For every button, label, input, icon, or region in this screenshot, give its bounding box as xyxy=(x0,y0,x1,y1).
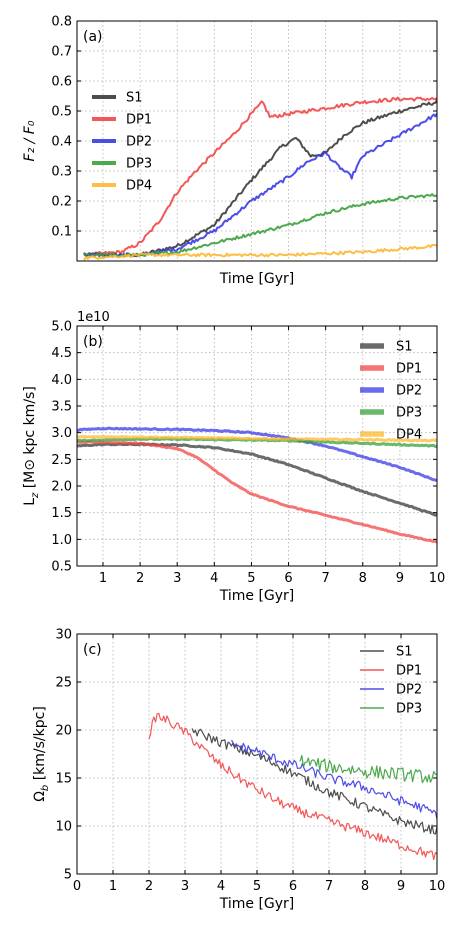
legend: S1 DP1 DP2 DP3 DP4 xyxy=(92,91,152,194)
y-tick-label: 20 xyxy=(55,724,72,739)
legend-label-dp2: DP2 xyxy=(396,384,422,399)
exponent-label: 1e10 xyxy=(77,310,110,325)
x-tick-label: 1 xyxy=(99,571,107,586)
y-tick-label: 1.0 xyxy=(51,533,72,548)
series-group xyxy=(83,96,437,261)
chart-panel-1: 0.5 1.0 1.5 2.0 2.5 3.0 3.5 4.0 4.5 5.0 1 2 3 4 5 6 7 8 9 1… xyxy=(22,310,445,604)
y-tick-label: 5 xyxy=(64,868,72,883)
series-line-dp3 xyxy=(299,754,437,784)
y-tick-label: 0.1 xyxy=(51,225,72,240)
series-line-s1 xyxy=(77,442,437,517)
legend-label-dp3: DP3 xyxy=(396,702,422,717)
legend: S1 DP1 DP2 DP3 xyxy=(360,645,422,717)
series-line-dp2 xyxy=(231,739,437,820)
x-tick-label: 7 xyxy=(322,571,330,586)
chart-panel-0: 0.1 0.2 0.3 0.4 0.5 0.6 0.7 0.8 Time [Gyr] F₂ / F… xyxy=(22,15,438,287)
x-axis-label: Time [Gyr] xyxy=(219,588,295,604)
y-axis-label: F₂ / F₀ xyxy=(22,120,38,161)
legend-label-dp4: DP4 xyxy=(126,179,152,194)
x-tick-label: 4 xyxy=(210,571,218,586)
x-tick-label: 2 xyxy=(145,879,153,894)
x-tick-label: 0 xyxy=(73,879,81,894)
y-tick-label: 5.0 xyxy=(51,320,72,335)
x-tick-label: 6 xyxy=(284,571,292,586)
y-tick-label: 2.5 xyxy=(51,453,72,468)
series-line-dp1 xyxy=(83,96,437,258)
y-tick-label: 0.7 xyxy=(51,45,72,60)
y-tick-label: 0.2 xyxy=(51,195,72,210)
x-axis-label: Time [Gyr] xyxy=(219,896,295,912)
y-tick-label: 10 xyxy=(55,820,72,835)
series-line-dp4 xyxy=(83,243,437,261)
series-line-dp2 xyxy=(77,426,437,483)
legend-label-s1: S1 xyxy=(126,91,143,106)
x-tick-label: 1 xyxy=(109,879,117,894)
legend-label-s1: S1 xyxy=(396,340,413,355)
x-tick-label: 10 xyxy=(429,879,446,894)
x-tick-label: 9 xyxy=(397,879,405,894)
series-line-s1 xyxy=(191,728,437,835)
chart-panel-2: 5 10 15 20 25 30 0 1 2 3 4 5 6 7 8 9 10 Time [Gyr] Ωb [km/… xyxy=(32,628,445,913)
x-tick-label: 4 xyxy=(217,879,225,894)
y-tick-label: 4.5 xyxy=(51,346,72,361)
legend-label-dp2: DP2 xyxy=(126,135,152,150)
x-tick-label: 5 xyxy=(253,879,261,894)
y-axis-label: Lz [M⊙ kpc km/s] xyxy=(22,386,41,506)
y-tick-label: 3.5 xyxy=(51,400,72,415)
y-tick-label: 4.0 xyxy=(51,373,72,388)
y-tick-label: 0.8 xyxy=(51,15,72,30)
y-tick-label: 25 xyxy=(55,676,72,691)
legend-label-dp1: DP1 xyxy=(126,113,152,128)
x-tick-label: 3 xyxy=(181,879,189,894)
legend-label-s1: S1 xyxy=(396,645,413,660)
y-tick-label: 30 xyxy=(55,628,72,643)
legend-label-dp1: DP1 xyxy=(396,362,422,377)
y-axis-label: Ωb [km/s/kpc] xyxy=(32,706,51,802)
legend-label-dp3: DP3 xyxy=(126,157,152,172)
panel-label: (a) xyxy=(83,29,103,45)
y-tick-label: 0.6 xyxy=(51,75,72,90)
series-line-dp1 xyxy=(77,440,437,544)
legend-label-dp4: DP4 xyxy=(396,428,422,443)
x-tick-label: 8 xyxy=(359,571,367,586)
y-tick-label: 0.3 xyxy=(51,165,72,180)
panel-label: (b) xyxy=(83,334,103,350)
x-tick-label: 10 xyxy=(429,571,446,586)
grid xyxy=(77,21,437,261)
x-tick-label: 8 xyxy=(361,879,369,894)
x-tick-label: 9 xyxy=(396,571,404,586)
series-group xyxy=(77,426,437,544)
x-tick-label: 2 xyxy=(136,571,144,586)
plot-frame xyxy=(76,325,438,567)
legend-label-dp3: DP3 xyxy=(396,406,422,421)
series-line-dp4 xyxy=(77,435,437,443)
y-tick-label: 0.5 xyxy=(51,105,72,120)
y-tick-label: 15 xyxy=(55,772,72,787)
grid xyxy=(77,634,437,874)
x-tick-label: 7 xyxy=(325,879,333,894)
series-line-dp1 xyxy=(148,712,437,861)
legend-label-dp2: DP2 xyxy=(396,683,422,698)
y-tick-label: 1.5 xyxy=(51,506,72,521)
y-tick-label: 0.5 xyxy=(51,560,72,575)
x-tick-label: 5 xyxy=(247,571,255,586)
y-tick-label: 3.0 xyxy=(51,426,72,441)
panel-label: (c) xyxy=(83,642,102,658)
x-tick-label: 3 xyxy=(173,571,181,586)
x-axis-label: Time [Gyr] xyxy=(219,271,295,287)
legend: S1 DP1 DP2 DP3 DP4 xyxy=(360,340,422,443)
x-tick-label: 6 xyxy=(289,879,297,894)
series-group xyxy=(148,712,437,861)
y-tick-label: 0.4 xyxy=(51,135,72,150)
grid xyxy=(77,326,437,566)
legend-label-dp1: DP1 xyxy=(396,664,422,679)
y-tick-label: 2.0 xyxy=(51,480,72,495)
series-line-dp3 xyxy=(83,193,437,258)
